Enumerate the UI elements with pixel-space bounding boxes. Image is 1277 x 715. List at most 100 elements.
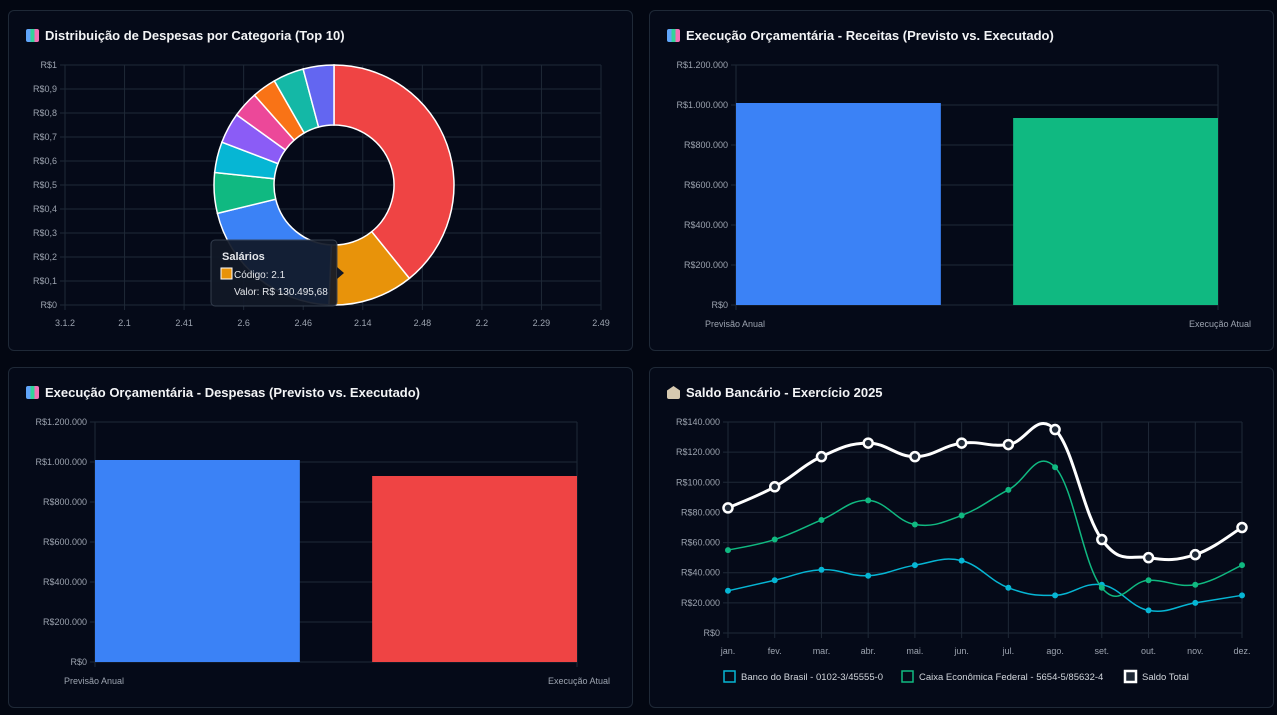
legend-swatch[interactable] [901, 670, 914, 683]
y-tick-label: R$1 [40, 60, 57, 70]
data-point[interactable] [865, 497, 872, 504]
x-tick-label: mar. [813, 646, 831, 656]
x-tick-label: Execução Atual [1189, 319, 1251, 329]
y-tick-label: R$0,2 [33, 252, 57, 262]
panel-title: Execução Orçamentária - Receitas (Previs… [686, 28, 1054, 43]
y-tick-label: R$0,4 [33, 204, 57, 214]
data-point[interactable] [1145, 577, 1152, 584]
y-tick-label: R$0,9 [33, 84, 57, 94]
data-point[interactable] [768, 481, 781, 493]
x-tick-label: 2.2 [476, 318, 489, 328]
legend-label[interactable]: Saldo Total [1142, 672, 1189, 683]
donut-slice-3.1.2[interactable] [333, 64, 455, 280]
data-point[interactable] [911, 521, 918, 528]
x-tick-label: Execução Atual [548, 676, 610, 686]
tooltip-code: Código: 2.1 [234, 270, 286, 281]
data-point[interactable] [1192, 599, 1199, 606]
y-tick-label: R$200.000 [684, 260, 728, 270]
y-tick-label: R$800.000 [43, 497, 87, 507]
legend-swatch[interactable] [723, 670, 736, 683]
tooltip-caret [337, 267, 344, 279]
data-point[interactable] [1005, 584, 1012, 591]
y-tick-label: R$0,3 [33, 228, 57, 238]
y-tick-label: R$400.000 [43, 577, 87, 587]
data-point[interactable] [1239, 562, 1245, 569]
x-tick-label: dez. [1233, 646, 1250, 656]
x-tick-label: set. [1095, 646, 1110, 656]
x-tick-label: ago. [1046, 646, 1064, 656]
x-tick-label: jul. [1002, 646, 1015, 656]
data-point[interactable] [1002, 438, 1015, 451]
data-point[interactable] [1145, 607, 1152, 614]
y-tick-label: R$600.000 [43, 537, 87, 547]
data-point[interactable] [722, 502, 734, 514]
bar-Previsão Anual[interactable] [736, 103, 941, 305]
y-tick-label: R$0 [70, 657, 87, 667]
bar-Execução Atual[interactable] [372, 476, 577, 662]
bar-chart-icon [667, 29, 680, 42]
bar-chart-icon [26, 386, 39, 399]
data-point[interactable] [862, 437, 874, 449]
y-tick-label: R$1.200.000 [676, 60, 728, 70]
data-point[interactable] [818, 566, 825, 573]
y-tick-label: R$0,1 [33, 276, 57, 286]
data-point[interactable] [1192, 581, 1199, 588]
y-tick-label: R$40.000 [681, 568, 720, 578]
legend-swatch[interactable] [1123, 669, 1138, 684]
data-point[interactable] [865, 572, 872, 579]
y-tick-label: R$0,7 [33, 132, 57, 142]
data-point[interactable] [1049, 423, 1061, 436]
data-point[interactable] [1005, 486, 1012, 493]
y-tick-label: R$1.200.000 [35, 417, 87, 427]
x-tick-label: out. [1141, 646, 1156, 656]
data-point[interactable] [1142, 551, 1155, 564]
data-point[interactable] [1096, 533, 1108, 546]
data-point[interactable] [1239, 592, 1245, 599]
data-point[interactable] [1098, 584, 1105, 591]
data-point[interactable] [771, 536, 778, 543]
y-tick-label: R$20.000 [681, 598, 720, 608]
data-point[interactable] [725, 587, 731, 594]
tooltip-value: Valor: R$ 130.495,68 [234, 287, 328, 298]
y-tick-label: R$0,6 [33, 156, 57, 166]
panel-title: Distribuição de Despesas por Categoria (… [45, 28, 345, 43]
legend-label[interactable]: Caixa Econômica Federal - 5654-5/85632-4 [919, 672, 1103, 683]
y-tick-label: R$0,8 [33, 108, 57, 118]
x-tick-label: fev. [768, 646, 782, 656]
y-tick-label: R$0 [40, 300, 57, 310]
y-tick-label: R$400.000 [684, 220, 728, 230]
x-tick-label: abr. [861, 646, 876, 656]
donut-slice-2.49[interactable] [302, 64, 335, 128]
series-line-0 [727, 558, 1243, 612]
data-point[interactable] [1236, 521, 1248, 534]
y-tick-label: R$80.000 [681, 507, 720, 517]
y-tick-label: R$1.000.000 [35, 457, 87, 467]
data-point[interactable] [1189, 548, 1202, 561]
y-tick-label: R$1.000.000 [676, 100, 728, 110]
data-point[interactable] [909, 450, 921, 463]
data-point[interactable] [958, 512, 965, 519]
tooltip-swatch [220, 267, 233, 280]
x-tick-label: Previsão Anual [64, 676, 124, 686]
data-point[interactable] [1052, 592, 1059, 599]
x-tick-label: 2.14 [354, 318, 372, 328]
data-point[interactable] [1052, 464, 1059, 471]
bar-Previsão Anual[interactable] [95, 460, 300, 662]
data-point[interactable] [911, 562, 918, 569]
y-tick-label: R$0,5 [33, 180, 57, 190]
x-tick-label: 3.1.2 [55, 318, 75, 328]
bar-Execução Atual[interactable] [1013, 118, 1218, 305]
series-line-2 [727, 421, 1243, 562]
legend-label[interactable]: Banco do Brasil - 0102-3/45555-0 [741, 672, 883, 683]
x-tick-label: mai. [906, 646, 923, 656]
x-tick-label: 2.48 [414, 318, 432, 328]
data-point[interactable] [958, 557, 965, 564]
data-point[interactable] [815, 450, 828, 463]
data-point[interactable] [771, 577, 778, 584]
data-point[interactable] [818, 516, 825, 523]
x-tick-label: jan. [720, 646, 736, 656]
y-tick-label: R$140.000 [676, 417, 720, 427]
panel-title: Saldo Bancário - Exercício 2025 [686, 385, 883, 400]
data-point[interactable] [725, 547, 731, 554]
data-point[interactable] [955, 437, 968, 449]
